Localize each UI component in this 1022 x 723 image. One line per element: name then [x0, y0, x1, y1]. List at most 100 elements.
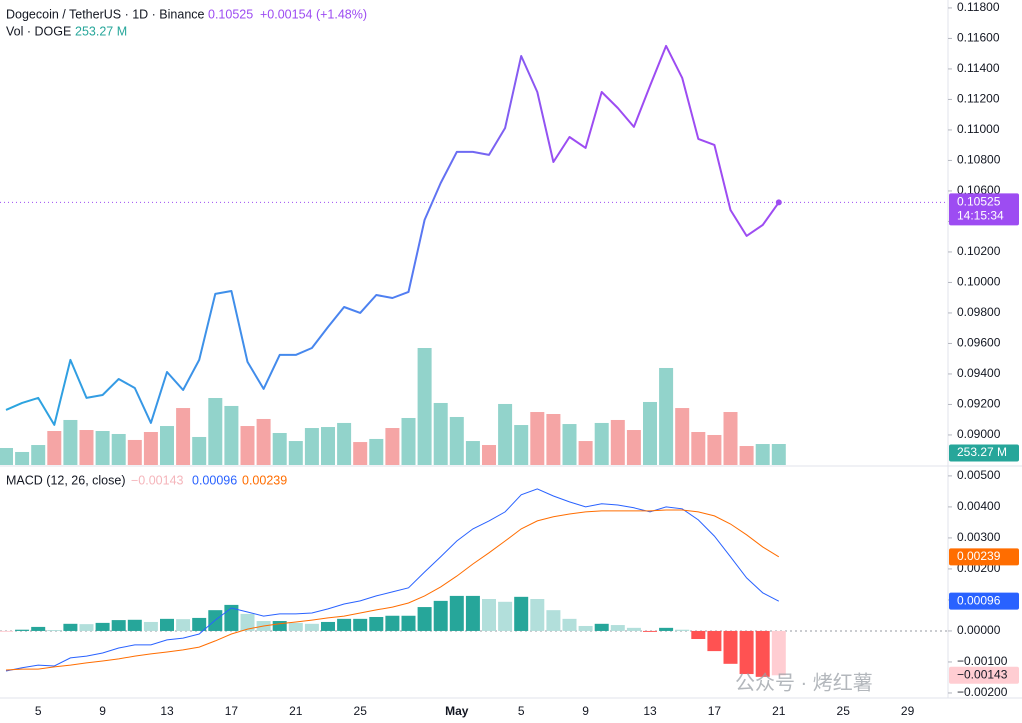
x-tick-label: 17	[708, 704, 722, 718]
y-tick-label: 0.09000	[957, 427, 1001, 441]
volume-bar	[337, 422, 352, 465]
macd-histogram-bar	[643, 630, 657, 632]
volume-bar	[143, 431, 158, 465]
macd-y-tick-label: −0.00200	[957, 685, 1008, 699]
volume-bar	[610, 419, 625, 465]
volume-bar	[288, 441, 303, 465]
macd-histogram-bar	[143, 621, 158, 631]
volume-bar	[127, 439, 142, 465]
volume-value: 253.27 M	[75, 24, 127, 38]
macd-y-tick-label: 0.00000	[957, 623, 1001, 637]
macd-histogram-bar	[675, 629, 690, 631]
signal-badge	[949, 548, 1019, 566]
macd-histogram-bar	[337, 618, 352, 631]
volume-bar	[385, 428, 400, 465]
signal-line	[5, 509, 780, 671]
volume-bar	[514, 425, 529, 465]
volume-bar	[578, 441, 593, 465]
macd-histogram-bar	[707, 630, 722, 652]
x-tick-label: 29	[901, 704, 915, 718]
volume-bar	[15, 451, 30, 465]
x-tick-label: 13	[160, 704, 174, 718]
volume-bar	[723, 412, 738, 465]
y-tick-label: 0.09600	[957, 336, 1001, 350]
volume-bar	[643, 401, 657, 465]
volume-bar	[369, 438, 384, 465]
macd-histogram-bar	[111, 620, 126, 631]
price-line	[5, 44, 780, 426]
volume-bar	[675, 408, 690, 465]
price-badge-time: 14:15:34	[957, 209, 1004, 223]
macd-histogram-bar	[594, 623, 609, 631]
macd-histogram-bar	[449, 595, 464, 631]
macd-histogram-bar	[288, 622, 303, 631]
volume-bar	[224, 405, 239, 465]
x-tick-label: 13	[643, 704, 657, 718]
macd-histogram-bar	[578, 625, 593, 631]
volume-bar	[111, 433, 126, 465]
x-tick-label: 21	[289, 704, 303, 718]
macd-histogram-bar	[514, 596, 529, 631]
volume-badge-text: 253.27 M	[957, 445, 1007, 459]
volume-bar	[498, 403, 513, 465]
volume-bar	[546, 414, 561, 465]
last-price-dot	[775, 199, 782, 206]
macd-histogram-bar	[304, 623, 319, 631]
macd-histogram-bar	[610, 625, 625, 631]
macd-histogram-bar	[47, 630, 62, 631]
hist-badge-text: −0.00143	[957, 667, 1008, 681]
volume-bar	[256, 418, 271, 465]
x-tick-label: 17	[225, 704, 239, 718]
watermark: 公众号 · 烤红薯	[735, 671, 873, 694]
y-tick-label: 0.10000	[957, 275, 1001, 289]
macd-histogram-bar	[31, 626, 46, 631]
x-tick-label: 21	[772, 704, 786, 718]
macd-histogram-bar	[176, 619, 191, 631]
volume-bar	[771, 443, 786, 465]
macd-histogram-bar	[401, 615, 416, 631]
macd-histogram-bar	[0, 630, 13, 632]
price-badge	[949, 193, 1019, 226]
y-tick-label: 0.10800	[957, 153, 1001, 167]
macd-histogram-bar	[127, 619, 142, 631]
price-change: +0.00154 (+1.48%)	[260, 7, 367, 21]
macd-histogram-bar	[224, 604, 239, 631]
volume-bar	[192, 436, 207, 465]
macd-title: MACD (12, 26, close)	[6, 473, 125, 487]
last-price: 0.10525	[208, 7, 253, 21]
x-tick-label: May	[445, 704, 469, 718]
macd-histogram-bar	[691, 630, 706, 640]
macd-histogram-bar	[546, 610, 561, 631]
macd-y-tick-label: 0.00500	[957, 468, 1001, 482]
volume-bar	[160, 426, 174, 465]
macd-hist-value: −0.00143	[131, 473, 184, 487]
volume-bar	[79, 430, 94, 465]
volume-bar	[626, 430, 641, 465]
macd-badge	[949, 592, 1019, 610]
macd-histogram-bar	[771, 630, 786, 676]
macd-value: 0.00096	[192, 473, 237, 487]
macd-badge-text: 0.00096	[957, 593, 1001, 607]
x-tick-label: 5	[35, 704, 42, 718]
volume-bar	[304, 428, 319, 465]
y-tick-label: 0.09200	[957, 397, 1001, 411]
y-tick-label: 0.11200	[957, 92, 1000, 106]
volume-bar	[0, 448, 13, 465]
y-tick-label: 0.11000	[957, 122, 1000, 136]
macd-histogram-bar	[79, 624, 94, 631]
macd-histogram-bar	[192, 617, 207, 631]
volume-bar	[594, 422, 609, 465]
volume-bar	[482, 445, 496, 465]
x-tick-label: 9	[99, 704, 106, 718]
macd-histogram-bar	[63, 623, 78, 631]
volume-bar	[562, 424, 577, 465]
y-tick-label: 0.09400	[957, 366, 1001, 380]
signal-value: 0.00239	[242, 473, 287, 487]
volume-bar	[417, 348, 432, 465]
macd-histogram-bar	[272, 621, 287, 631]
macd-histogram-bar	[465, 595, 480, 631]
volume-bar	[707, 434, 722, 465]
volume-bar	[272, 432, 287, 465]
volume-title: Vol · DOGE	[6, 24, 71, 38]
price-badge-text: 0.10525	[957, 195, 1001, 209]
